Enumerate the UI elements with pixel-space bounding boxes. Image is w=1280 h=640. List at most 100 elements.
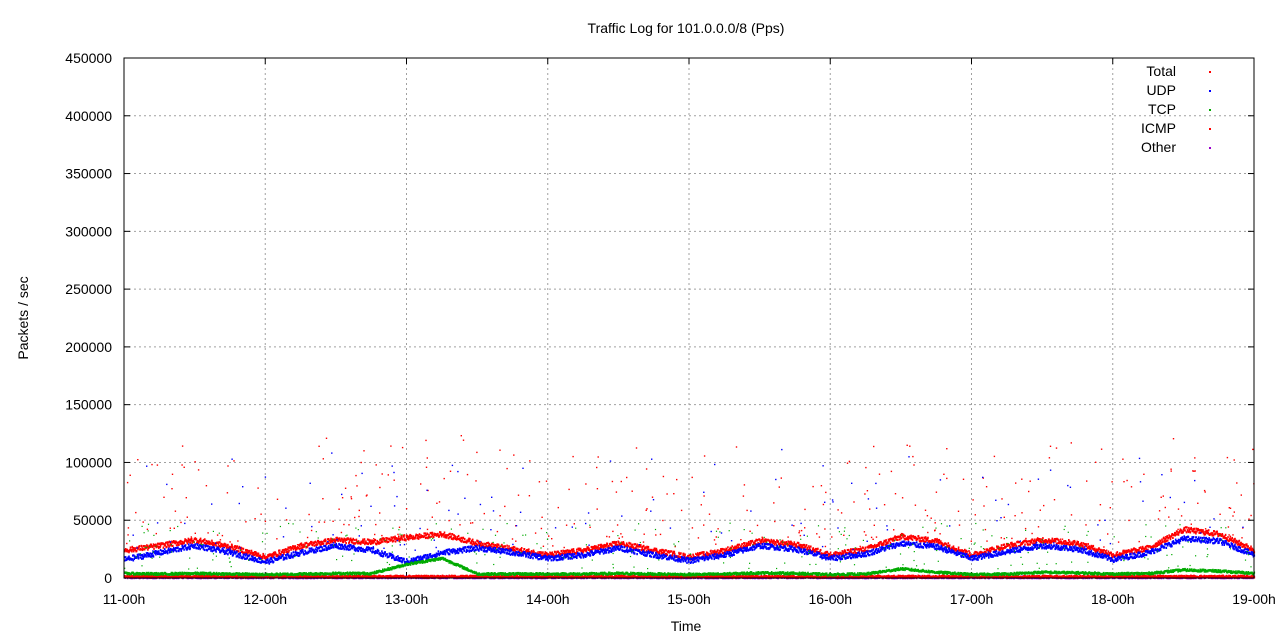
data-point (561, 574, 564, 577)
data-point (555, 575, 558, 578)
data-point (433, 574, 435, 577)
data-point (386, 575, 389, 578)
data-point (420, 574, 423, 577)
data-point (349, 574, 352, 577)
data-point (208, 574, 211, 578)
axis-ticks: 0500001000001500002000002500003000003500… (65, 50, 1276, 607)
data-point (329, 574, 331, 577)
data-point (185, 575, 187, 578)
data-point (284, 574, 286, 577)
data-point (343, 575, 345, 578)
data-point (450, 574, 453, 577)
data-point (483, 575, 485, 578)
data-point (439, 575, 442, 578)
data-point (615, 576, 617, 579)
data-point (711, 575, 714, 578)
data-point (427, 574, 430, 578)
data-point (663, 575, 666, 578)
data-point (372, 576, 375, 579)
data-point (473, 574, 476, 578)
data-point (131, 576, 134, 579)
data-point (136, 576, 139, 579)
data-point (564, 575, 567, 578)
data-point (288, 576, 291, 579)
data-point (638, 576, 640, 579)
y-axis-label: Packets / sec (15, 276, 31, 359)
data-point (131, 550, 133, 553)
data-point (180, 576, 182, 579)
data-point (175, 544, 178, 547)
data-point (693, 576, 695, 579)
data-point (708, 576, 711, 579)
data-point (136, 574, 138, 577)
data-point (617, 574, 619, 577)
x-tick-label: 15-00h (667, 591, 711, 607)
data-point (474, 574, 477, 577)
data-point (705, 575, 708, 578)
data-point (160, 576, 162, 579)
data-point (328, 575, 331, 579)
data-point (441, 574, 444, 577)
data-point (453, 576, 456, 579)
data-point (178, 543, 180, 546)
data-point (258, 576, 260, 579)
y-tick-label: 0 (104, 570, 112, 586)
data-point (141, 545, 143, 548)
data-point (729, 576, 731, 579)
data-point (728, 575, 731, 578)
data-point (363, 576, 365, 579)
data-point (718, 574, 721, 578)
data-point (352, 575, 354, 578)
data-point (535, 576, 538, 579)
data-point (141, 574, 144, 577)
data-point (436, 574, 439, 577)
data-point (131, 574, 133, 577)
data-point (285, 574, 287, 577)
grid-lines (124, 58, 1254, 578)
data-point (629, 576, 632, 579)
data-point (678, 576, 681, 579)
y-tick-label: 400000 (65, 108, 112, 124)
data-point (469, 574, 472, 577)
data-point (331, 576, 334, 579)
data-point (613, 576, 616, 579)
data-point (300, 576, 303, 579)
data-point (465, 574, 467, 577)
data-point (189, 574, 191, 577)
data-point (465, 576, 468, 579)
data-point (445, 576, 447, 579)
data-point (365, 575, 368, 578)
data-point (617, 575, 619, 578)
x-tick-label: 19-00h (1232, 591, 1276, 607)
data-point (128, 574, 131, 577)
data-point (291, 576, 294, 579)
data-point (165, 541, 167, 544)
data-point (284, 576, 287, 579)
data-point (730, 574, 733, 577)
data-point (129, 546, 132, 549)
data-point (153, 576, 156, 579)
data-point (528, 576, 531, 579)
data-point (245, 575, 248, 578)
data-point (581, 574, 584, 577)
data-point (212, 574, 214, 577)
data-point (200, 575, 203, 578)
data-point (431, 576, 433, 579)
data-point (572, 574, 575, 577)
data-point (554, 576, 556, 579)
data-point (566, 575, 569, 578)
data-point (474, 576, 476, 579)
data-point (126, 574, 128, 577)
data-point (395, 575, 398, 578)
data-point (584, 575, 586, 578)
data-point (679, 574, 682, 578)
x-tick-label: 16-00h (808, 591, 852, 607)
data-point (425, 574, 428, 577)
data-point (323, 575, 325, 578)
x-tick-label: 17-00h (950, 591, 994, 607)
data-point (155, 575, 157, 578)
data-point (590, 574, 592, 578)
data-point (385, 575, 388, 578)
data-point (135, 550, 138, 553)
